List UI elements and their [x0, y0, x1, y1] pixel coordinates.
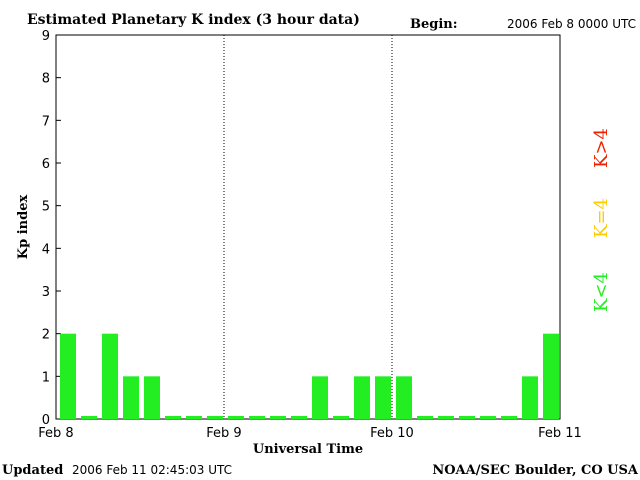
source-credit: NOAA/SEC Boulder, CO USA	[432, 463, 639, 478]
kp-bar	[417, 416, 433, 419]
kp-bar	[459, 416, 475, 419]
y-tick-label: 8	[42, 72, 50, 87]
y-tick-label: 0	[42, 413, 50, 428]
kp-bar	[102, 333, 118, 419]
legend-k-above-4: K>4	[591, 128, 612, 168]
begin-value: 2006 Feb 8 0000 UTC	[507, 17, 636, 31]
y-tick-label: 6	[42, 157, 50, 172]
y-tick-label: 4	[42, 242, 50, 257]
y-tick-label: 9	[42, 29, 50, 44]
x-axis: Feb 8 Feb 9 Feb 10 Feb 11	[38, 426, 582, 441]
bar-series	[60, 333, 559, 419]
x-tick-label: Feb 9	[206, 426, 241, 441]
legend-k-equal-4: K=4	[591, 198, 612, 238]
kp-bar	[543, 333, 559, 419]
y-axis: 0 1 2 3 4 5 6 7 8 9	[42, 29, 61, 428]
x-axis-label: Universal Time	[253, 442, 363, 457]
kp-bar	[249, 416, 265, 419]
kp-bar	[354, 376, 370, 419]
y-axis-label: Kp index	[16, 195, 31, 260]
x-tick-label: Feb 8	[38, 426, 73, 441]
kp-bar	[186, 416, 202, 419]
kp-bar	[123, 376, 139, 419]
updated-label: Updated	[2, 463, 63, 478]
y-tick-label: 1	[42, 370, 50, 385]
kp-bar	[207, 416, 223, 419]
kp-bar	[396, 376, 412, 419]
kp-bar	[60, 333, 76, 419]
kp-bar	[165, 416, 181, 419]
kp-bar	[522, 376, 538, 419]
kp-bar	[438, 416, 454, 419]
y-tick-label: 7	[42, 114, 50, 129]
plot-area	[55, 34, 561, 420]
kp-bar	[228, 416, 244, 419]
kp-bar	[81, 416, 97, 419]
legend-k-below-4: K<4	[591, 272, 612, 312]
x-tick-label: Feb 11	[538, 426, 582, 441]
chart-title: Estimated Planetary K index (3 hour data…	[27, 12, 360, 28]
kp-bar	[291, 416, 307, 419]
kp-bar	[375, 376, 391, 419]
x-tick-label: Feb 10	[370, 426, 414, 441]
kp-bar	[270, 416, 286, 419]
kp-bar	[480, 416, 496, 419]
kp-bar	[501, 416, 517, 419]
y-tick-label: 5	[42, 200, 50, 215]
y-tick-label: 2	[42, 328, 50, 343]
begin-label: Begin:	[410, 17, 458, 32]
kp-bar	[312, 376, 328, 419]
updated-value: 2006 Feb 11 02:45:03 UTC	[72, 463, 232, 477]
y-tick-label: 3	[42, 285, 50, 300]
kp-bar	[144, 376, 160, 419]
kp-bar	[333, 416, 349, 419]
